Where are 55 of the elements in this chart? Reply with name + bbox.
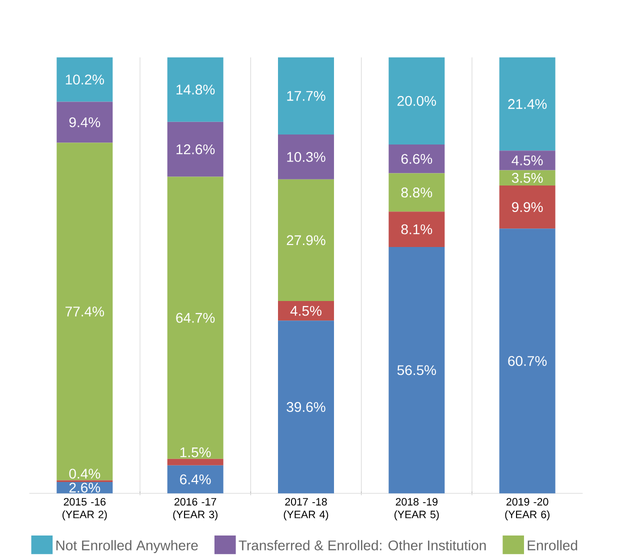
data-label: 20.0% [398,96,436,106]
bar [499,150,556,170]
data-label: 1.5% [180,447,211,458]
legend-label: Not Enrolled Anywhere [56,540,198,554]
data-label: 12.6% [176,144,215,154]
data-label: 10.3% [287,152,326,162]
data-label: 64.7% [176,312,215,323]
x-tick-label: 2016 -17 (YEAR 3) [173,498,218,520]
data-label: 27.9% [286,235,326,246]
x-tick-label: 2019 -20 (YEAR 6) [505,498,550,520]
bar [388,57,445,145]
bar [499,57,556,151]
data-label: 9.4% [69,117,100,128]
bar [56,142,113,480]
bar [388,246,445,494]
data-label: 14.8% [176,84,215,95]
data-label: 8.8% [401,188,432,198]
bar [278,301,334,321]
data-label: 21.4% [508,99,547,109]
data-label: 56.5% [397,365,436,376]
bar [167,465,224,494]
legend-label: Enrolled [528,540,578,550]
bar [499,228,556,494]
x-tick-label: 2015 -16 (YEAR 2) [62,498,107,520]
bar [56,102,113,143]
data-label: 77.4% [66,306,104,316]
bar [499,186,556,229]
data-label: 3.5% [512,172,543,183]
legend-label: Transferred & Enrolled: Other Institution [238,540,486,550]
data-label: 39.6% [286,402,326,412]
data-label: 17.7% [287,91,326,101]
bar [388,212,445,247]
bar [278,320,334,494]
data-label: 9.9% [512,202,543,212]
bar [388,144,445,174]
bar [278,179,334,302]
data-label: 60.7% [508,356,547,366]
x-tick-label: 2017 -18 (YEAR 4) [284,498,328,520]
bar [167,122,224,177]
data-label: 10.2% [66,74,104,85]
bar [167,176,224,459]
bar [56,57,113,102]
data-label: 2.6% [69,482,100,493]
bar [167,57,224,122]
data-label: 8.1% [401,224,432,234]
bar [278,57,334,134]
data-label: 4.5% [512,156,543,166]
data-label: 4.5% [290,306,322,316]
data-label: 6.6% [401,154,432,164]
data-label: 6.4% [180,474,211,484]
x-tick-label: 2018 -19 (YEAR 5) [394,498,439,520]
bar [167,458,224,466]
bar [388,173,445,212]
bar [278,134,334,180]
data-label: 0.4% [69,468,100,479]
